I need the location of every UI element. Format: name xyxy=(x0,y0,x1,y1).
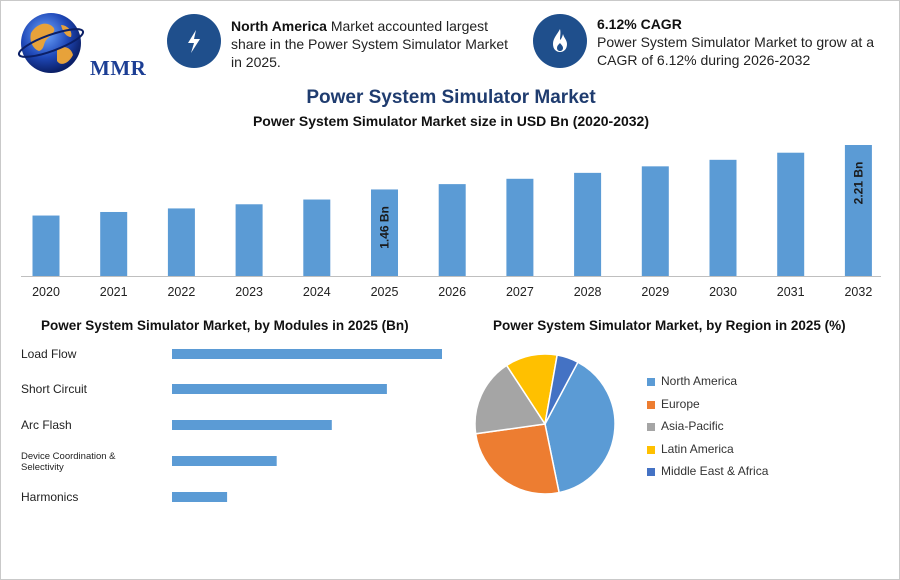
x-tick-label: 2026 xyxy=(438,285,466,299)
x-tick-label: 2025 xyxy=(371,285,399,299)
modules-bar-chart xyxy=(172,349,442,502)
x-tick-label: 2029 xyxy=(641,285,669,299)
region-pie-chart xyxy=(474,353,616,495)
bar-2024 xyxy=(303,199,331,276)
module-label: Harmonics xyxy=(21,490,79,504)
data-label: 1.46 Bn xyxy=(378,206,392,249)
region-chart-title: Power System Simulator Market, by Region… xyxy=(493,318,846,333)
modules-chart-title: Power System Simulator Market, by Module… xyxy=(41,318,409,333)
pie-slice xyxy=(544,354,579,425)
bar-2025 xyxy=(371,189,398,276)
legend-label: Middle East & Africa xyxy=(661,464,769,478)
bar-2028 xyxy=(574,172,602,276)
legend-label: North America xyxy=(661,374,738,388)
bar-2029 xyxy=(641,166,669,276)
pie-slice xyxy=(474,364,547,435)
bar-2030 xyxy=(709,159,737,276)
flame-icon xyxy=(533,14,587,68)
mmr-logo: MMR xyxy=(17,9,147,80)
chart-subtitle: Power System Simulator Market size in US… xyxy=(252,113,650,129)
module-label: Load Flow xyxy=(21,347,77,361)
legend-label: Europe xyxy=(661,397,700,411)
x-tick-label: 2024 xyxy=(303,285,331,299)
x-tick-label: 2022 xyxy=(167,285,195,299)
kpi-cagr: 6.12% CAGR Power System Simulator Market… xyxy=(597,15,887,69)
x-tick-label: 2021 xyxy=(100,285,128,299)
kpi-north-america: North America Market accounted largest s… xyxy=(231,17,516,71)
bar-2022 xyxy=(167,208,195,276)
pie-slice xyxy=(544,361,616,494)
legend-swatch xyxy=(647,423,655,431)
brand-name: MMR xyxy=(90,56,147,80)
bar-2021 xyxy=(100,211,128,276)
x-tick-label: 2031 xyxy=(777,285,805,299)
module-label: Short Circuit xyxy=(21,382,88,396)
module-bar xyxy=(172,420,332,430)
x-tick-label: 2032 xyxy=(844,285,872,299)
bar-2031 xyxy=(777,152,805,276)
pie-slice xyxy=(474,423,560,495)
module-bar xyxy=(172,456,277,466)
module-bar xyxy=(172,492,228,502)
legend-label: Asia-Pacific xyxy=(661,419,724,433)
legend-swatch xyxy=(647,468,655,476)
x-tick-label: 2027 xyxy=(506,285,534,299)
bar-2020 xyxy=(32,215,60,276)
legend-label: Latin America xyxy=(661,442,734,456)
bar-2027 xyxy=(506,178,534,276)
bar-2026 xyxy=(438,184,466,276)
x-tick-label: 2030 xyxy=(709,285,737,299)
x-tick-label: 2020 xyxy=(32,285,60,299)
data-label: 2.21 Bn xyxy=(851,162,865,205)
page-title: Power System Simulator Market xyxy=(306,87,596,108)
legend-swatch xyxy=(647,378,655,386)
kpi-bold: 6.12% CAGR xyxy=(597,16,682,32)
module-label: Device Coordination & Selectivity xyxy=(21,451,116,473)
market-size-bar-chart: 2020 2021 2022 2023 2024 2025 1.46 Bn 2026 2027 2… xyxy=(21,145,881,299)
globe-icon xyxy=(17,13,85,73)
x-tick-label: 2023 xyxy=(235,285,263,299)
bar-2032 xyxy=(844,145,872,276)
bar-2023 xyxy=(235,204,263,276)
legend-swatch xyxy=(647,446,655,454)
module-bar xyxy=(172,384,387,394)
kpi-text: Power System Simulator Market to grow at… xyxy=(597,34,874,68)
kpi-text: Market accounted largest share in the Po… xyxy=(231,18,508,70)
module-label: Arc Flash xyxy=(21,418,72,432)
kpi-bold: North America xyxy=(231,18,327,34)
x-tick-label: 2028 xyxy=(574,285,602,299)
module-bar xyxy=(172,349,442,359)
legend-swatch xyxy=(647,401,655,409)
lightning-icon xyxy=(167,14,221,68)
